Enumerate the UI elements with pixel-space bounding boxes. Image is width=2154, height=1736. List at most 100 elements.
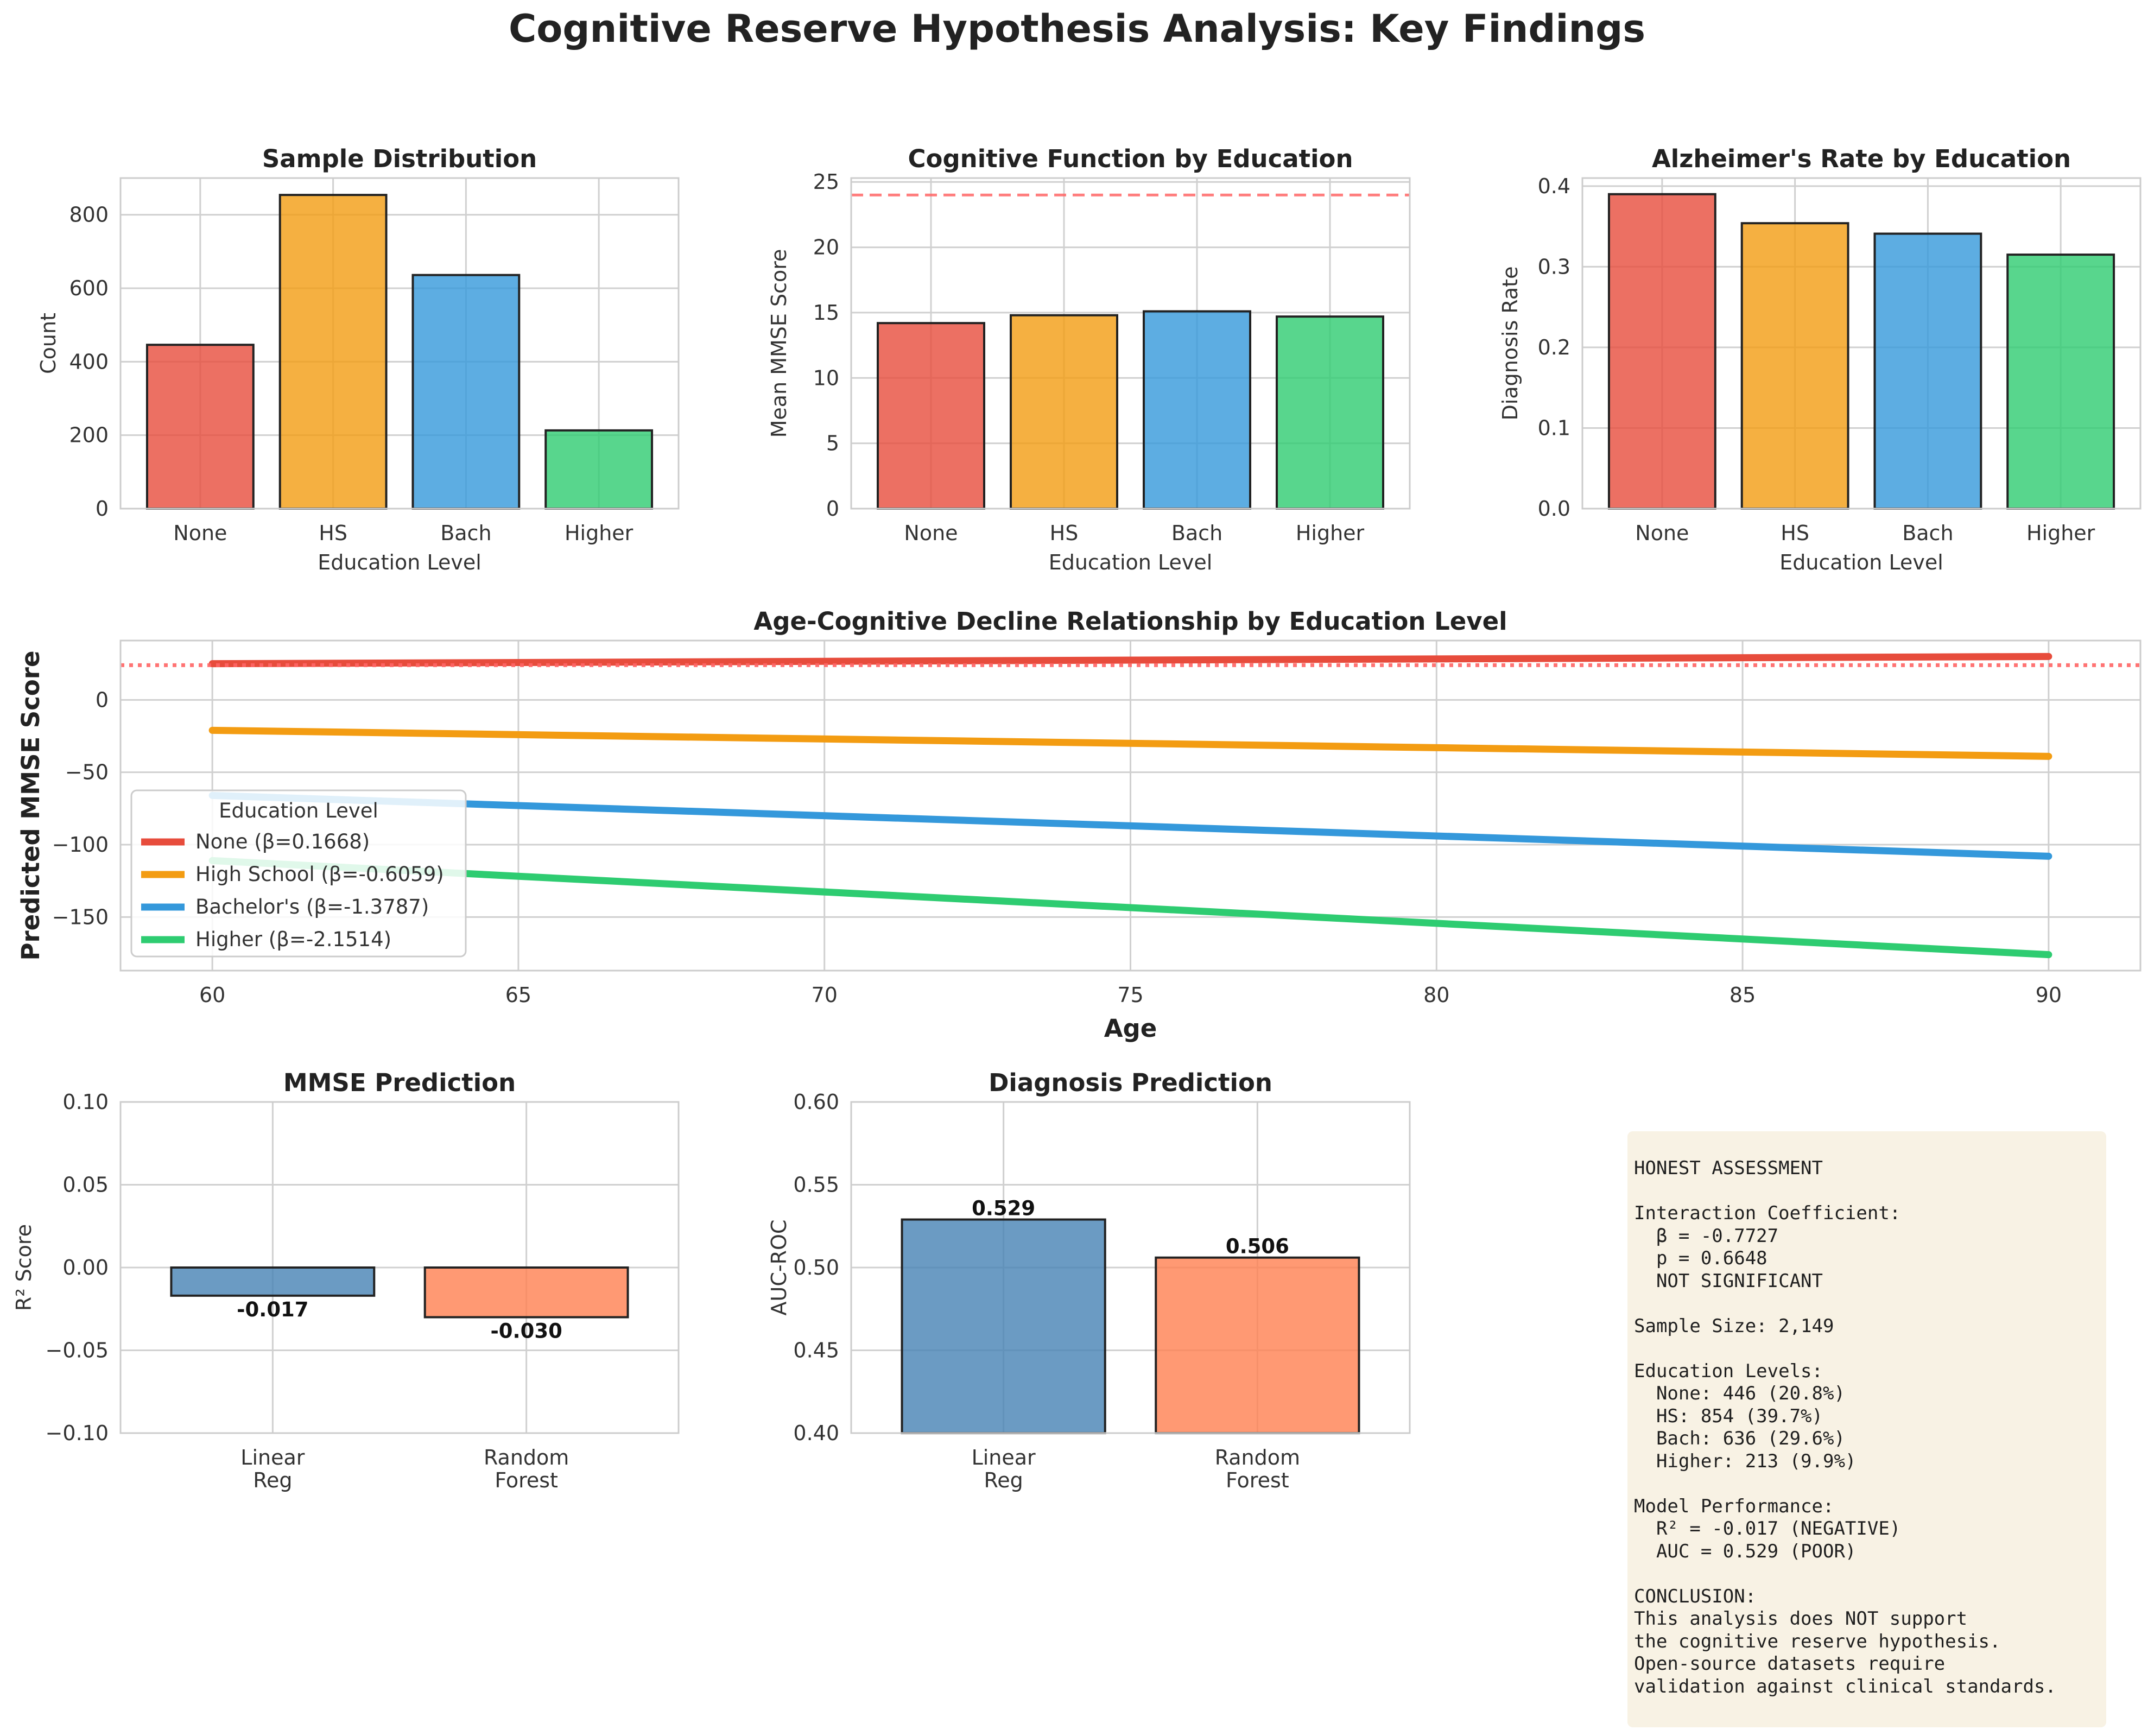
x-tick-label: Reg [253,1468,292,1492]
y-tick-label: 0.60 [793,1090,839,1114]
y-tick-label: 0.45 [793,1339,839,1363]
series-line [208,857,2052,959]
data-label: -0.017 [237,1298,308,1321]
x-tick-label: Reg [984,1468,1023,1492]
y-tick-label: 200 [69,423,109,447]
series-line [208,726,2052,760]
y-tick-label: 0.05 [62,1173,109,1197]
y-tick-label: 0.10 [62,1090,109,1114]
bar [1607,193,1716,510]
x-tick-label: Forest [495,1468,558,1492]
bar [278,194,388,510]
y-axis-label: Diagnosis Rate [1498,267,1522,421]
series-line [208,791,2052,860]
x-tick-label: 90 [2036,983,2062,1007]
chart-title: Alzheimer's Rate by Education [1652,144,2071,173]
y-tick-label: 0.1 [1538,416,1570,440]
x-tick-label: Random [484,1446,569,1469]
y-tick-label: 10 [813,366,839,390]
y-tick-label: 0 [826,497,839,521]
y-tick-label: 0.4 [1538,174,1570,198]
x-tick-label: 70 [812,983,838,1007]
y-axis-label: R² Score [12,1224,36,1311]
x-tick-label: None [904,521,958,545]
plot-frame [850,177,1411,510]
x-tick-label: Linear [240,1446,305,1469]
data-label: 0.529 [972,1197,1035,1220]
bar [1010,314,1118,510]
legend-entry: Bachelor's (β=-1.3787) [195,895,429,918]
y-axis-label: Count [36,313,60,374]
x-tick-label: HS [1050,521,1079,545]
bar [423,1266,629,1319]
x-tick-label: 65 [505,983,531,1007]
legend-entry: None (β=0.1668) [195,830,370,853]
x-axis-label: Education Level [1779,550,1943,574]
y-tick-label: 0.2 [1538,335,1570,359]
y-tick-label: 0 [96,497,109,521]
y-tick-label: 800 [69,203,109,227]
x-tick-label: Bach [1171,521,1222,545]
x-tick-label: None [173,521,227,545]
legend-entry: High School (β=-0.6059) [195,863,444,886]
bar [1873,232,1982,510]
y-tick-label: 400 [69,350,109,373]
bar [2006,254,2115,510]
chart-title: MMSE Prediction [283,1068,516,1097]
x-tick-label: 85 [1729,983,1756,1007]
plot-frame [1581,177,2142,510]
data-label: 0.506 [1226,1235,1289,1258]
y-tick-label: 5 [826,432,839,455]
figure-title: Cognitive Reserve Hypothesis Analysis: K… [508,7,1646,51]
y-tick-label: 0.50 [793,1256,839,1279]
x-tick-label: 60 [199,983,225,1007]
x-tick-label: None [1635,521,1689,545]
x-axis-label: Education Level [318,550,482,574]
y-tick-label: 600 [69,276,109,300]
y-tick-label: −0.05 [46,1339,109,1363]
x-axis-label: Age [1104,1014,1157,1043]
y-tick-label: −0.10 [46,1421,109,1445]
plot-frame [119,177,680,510]
x-tick-label: Forest [1226,1468,1289,1492]
x-axis-label: Education Level [1049,550,1213,574]
chart-title: Age-Cognitive Decline Relationship by Ed… [753,607,1507,636]
bar [1155,1256,1360,1434]
x-tick-label: 75 [1117,983,1143,1007]
y-tick-label: 0 [96,688,109,712]
y-tick-label: −150 [52,905,109,929]
y-tick-label: −50 [65,761,109,784]
bar [1740,222,1849,510]
x-tick-label: Bach [440,521,491,545]
series-line [208,652,2052,668]
bar [145,344,255,510]
bar [544,429,654,510]
bar [411,274,521,510]
y-tick-label: 20 [813,236,839,259]
plot-frame [119,1101,680,1434]
y-axis-label: Predicted MMSE Score [16,650,45,960]
legend-box [130,789,467,958]
bar [170,1266,376,1297]
x-tick-label: HS [1781,521,1809,545]
x-tick-label: 80 [1423,983,1449,1007]
x-tick-label: Random [1215,1446,1300,1469]
y-tick-label: 15 [813,301,839,325]
y-tick-label: 0.55 [793,1173,839,1197]
y-tick-label: 0.00 [62,1256,109,1279]
x-tick-label: HS [319,521,347,545]
y-tick-label: 0.40 [793,1421,839,1445]
x-tick-label: Higher [1296,521,1365,545]
plot-frame [850,1101,1411,1434]
legend-title: Education Level [219,799,378,822]
chart-title: Sample Distribution [262,144,537,173]
plot-frame [119,639,2142,972]
y-tick-label: 25 [813,170,839,194]
chart-title: Cognitive Function by Education [908,144,1353,173]
y-axis-label: AUC-ROC [767,1220,791,1316]
y-tick-label: 0.0 [1538,497,1570,521]
x-tick-label: Bach [1902,521,1953,545]
bar [901,1218,1106,1435]
x-tick-label: Linear [972,1446,1036,1469]
